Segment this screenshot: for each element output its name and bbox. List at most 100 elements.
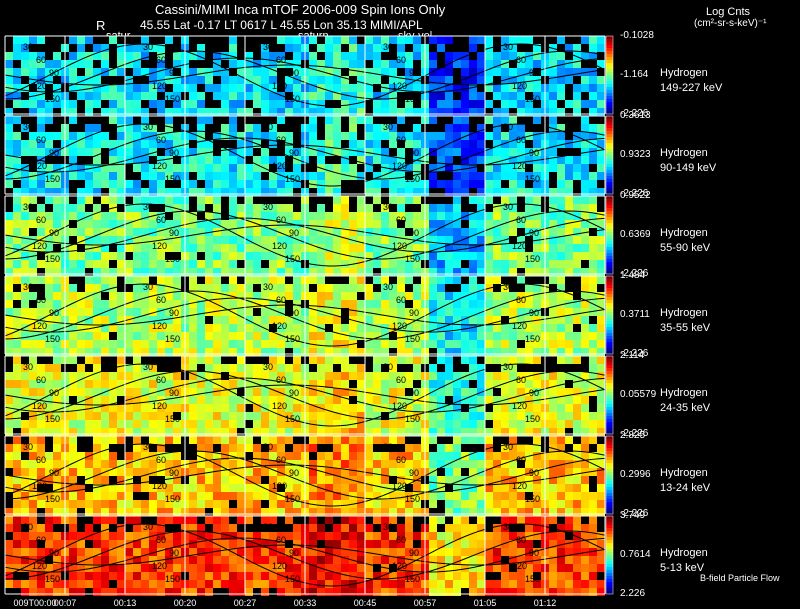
heatmap-cell — [325, 436, 333, 444]
heatmap-cell — [325, 212, 333, 220]
heatmap-cell — [469, 236, 477, 244]
heatmap-cell — [213, 124, 221, 132]
heatmap-cell — [589, 212, 597, 220]
heatmap-cell — [549, 476, 557, 484]
heatmap-cell — [77, 316, 85, 324]
heatmap-cell — [205, 492, 213, 500]
heatmap-cell — [157, 228, 165, 236]
heatmap-cell — [5, 508, 13, 516]
heatmap-cell — [157, 68, 165, 76]
heatmap-cell — [517, 44, 525, 52]
heatmap-cell — [381, 476, 389, 484]
heatmap-cell — [173, 148, 181, 156]
heatmap-cell — [93, 124, 101, 132]
heatmap-cell — [581, 148, 589, 156]
heatmap-cell — [549, 332, 557, 340]
heatmap-cell — [237, 508, 245, 516]
contour-label: 150 — [285, 494, 300, 504]
heatmap-cell — [69, 420, 77, 428]
heatmap-cell — [293, 452, 301, 460]
heatmap-cell — [5, 332, 13, 340]
heatmap-cell — [453, 220, 461, 228]
heatmap-cell — [189, 44, 197, 52]
heatmap-cell — [381, 284, 389, 292]
heatmap-cell — [293, 428, 301, 436]
heatmap-cell — [45, 76, 53, 84]
heatmap-cell — [525, 84, 533, 92]
heatmap-cell — [109, 172, 117, 180]
heatmap-cell — [269, 68, 277, 76]
heatmap-cell — [325, 340, 333, 348]
heatmap-cell — [77, 196, 85, 204]
heatmap-cell — [141, 428, 149, 436]
heatmap-cell — [477, 460, 485, 468]
heatmap-cell — [453, 124, 461, 132]
heatmap-cell — [557, 316, 565, 324]
heatmap-cell — [509, 356, 517, 364]
heatmap-cell — [565, 164, 573, 172]
heatmap-cell — [285, 284, 293, 292]
colorbar-segment — [606, 348, 613, 352]
heatmap-cell — [45, 300, 53, 308]
heatmap-cell — [349, 164, 357, 172]
heatmap-cell — [309, 436, 317, 444]
heatmap-cell — [525, 324, 533, 332]
heatmap-cell — [149, 148, 157, 156]
heatmap-cell — [21, 372, 29, 380]
contour-label: 120 — [152, 241, 167, 251]
heatmap-cell — [405, 396, 413, 404]
heatmap-cell — [141, 468, 149, 476]
heatmap-cell — [397, 60, 405, 68]
heatmap-cell — [573, 324, 581, 332]
heatmap-cell — [5, 188, 13, 196]
heatmap-cell — [117, 284, 125, 292]
heatmap-cell — [445, 116, 453, 124]
heatmap-cell — [53, 220, 61, 228]
heatmap-cell — [109, 108, 117, 116]
heatmap-cell — [197, 420, 205, 428]
heatmap-cell — [277, 516, 285, 524]
heatmap-cell — [37, 204, 45, 212]
heatmap-cell — [269, 484, 277, 492]
heatmap-cell — [501, 212, 509, 220]
heatmap-cell — [93, 196, 101, 204]
heatmap-cell — [237, 276, 245, 284]
heatmap-cell — [189, 84, 197, 92]
heatmap-cell — [581, 140, 589, 148]
heatmap-cell — [581, 220, 589, 228]
heatmap-cell — [597, 292, 605, 300]
heatmap-cell — [245, 84, 253, 92]
heatmap-cell — [45, 260, 53, 268]
heatmap-cell — [109, 428, 117, 436]
heatmap-cell — [581, 476, 589, 484]
heatmap-cell — [213, 252, 221, 260]
heatmap-cell — [229, 476, 237, 484]
heatmap-cell — [53, 308, 61, 316]
heatmap-cell — [341, 244, 349, 252]
heatmap-cell — [173, 68, 181, 76]
heatmap-cell — [317, 268, 325, 276]
heatmap-cell — [253, 340, 261, 348]
heatmap-cell — [45, 44, 53, 52]
heatmap-cell — [373, 60, 381, 68]
heatmap-cell — [157, 172, 165, 180]
heatmap-cell — [581, 324, 589, 332]
heatmap-cell — [165, 428, 173, 436]
heatmap-cell — [133, 116, 141, 124]
heatmap-cell — [205, 452, 213, 460]
heatmap-cell — [549, 388, 557, 396]
heatmap-cell — [597, 508, 605, 516]
heatmap-cell — [197, 516, 205, 524]
heatmap-cell — [85, 60, 93, 68]
heatmap-cell — [501, 52, 509, 60]
heatmap-cell — [149, 500, 157, 508]
heatmap-cell — [589, 84, 597, 92]
heatmap-cell — [101, 364, 109, 372]
contour-label: 30 — [503, 202, 513, 212]
heatmap-cell — [189, 260, 197, 268]
heatmap-cell — [517, 260, 525, 268]
heatmap-cell — [149, 116, 157, 124]
heatmap-cell — [565, 108, 573, 116]
heatmap-cell — [445, 204, 453, 212]
heatmap-cell — [45, 252, 53, 260]
